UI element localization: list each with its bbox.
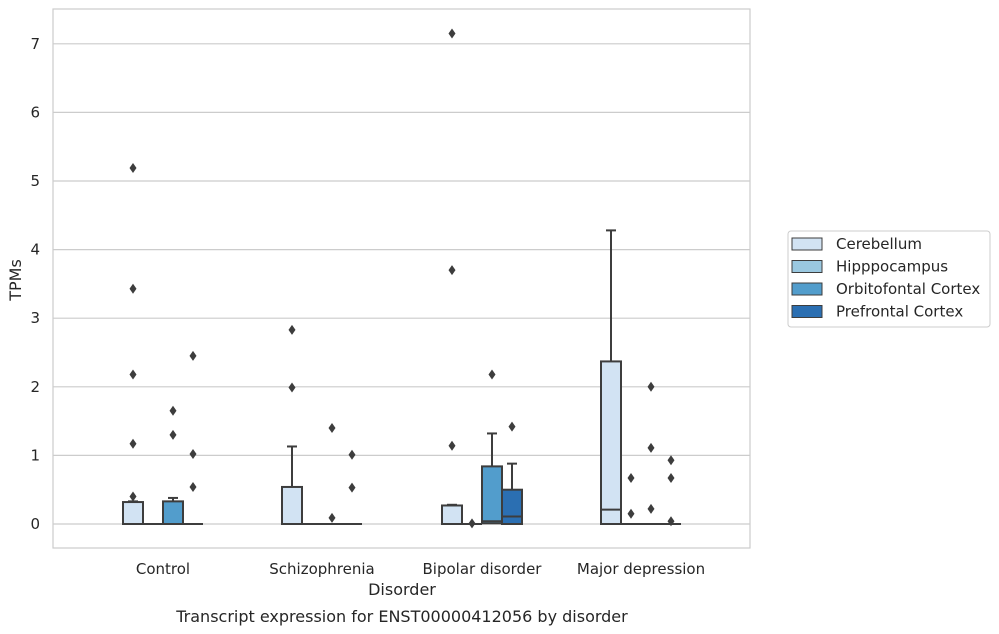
box-body bbox=[122, 501, 144, 526]
outlier-point bbox=[448, 28, 456, 39]
x-axis-label: Disorder bbox=[368, 580, 436, 599]
box-bipolar-disorder-orbitofontal-cortex bbox=[481, 369, 503, 525]
outlier-point bbox=[328, 512, 336, 523]
x-tick-labels: Control Schizophrenia Bipolar disorder Majo… bbox=[136, 560, 705, 578]
x-tick-label: Major depression bbox=[577, 560, 705, 578]
legend-label: Orbitofontal Cortex bbox=[836, 280, 980, 298]
outlier-point bbox=[328, 422, 336, 433]
y-tick-label: 6 bbox=[30, 103, 40, 121]
y-tick-label: 1 bbox=[30, 446, 40, 464]
outlier-point bbox=[189, 449, 197, 460]
y-tick-label: 7 bbox=[30, 35, 40, 53]
y-tick-label: 4 bbox=[30, 241, 40, 259]
boxplots bbox=[122, 28, 681, 529]
y-tick-label: 5 bbox=[30, 172, 40, 190]
box-major-depression-orbitofontal-cortex bbox=[641, 381, 661, 525]
box-major-depression-cerebellum bbox=[600, 229, 622, 525]
outlier-point bbox=[129, 162, 137, 173]
outlier-point bbox=[169, 429, 177, 440]
y-tick-labels: 0 1 2 3 4 5 6 7 bbox=[30, 35, 40, 533]
outlier-point bbox=[129, 369, 137, 380]
y-tick-label: 2 bbox=[30, 378, 40, 396]
legend-label: Hipppocampus bbox=[836, 258, 948, 276]
figure-caption: Transcript expression for ENST0000041205… bbox=[175, 607, 628, 626]
box-body bbox=[162, 500, 184, 525]
legend-label: Cerebellum bbox=[836, 235, 922, 253]
box-bipolar-disorder-prefrontal-cortex bbox=[501, 421, 523, 526]
y-tick-label: 3 bbox=[30, 309, 40, 327]
x-tick-label: Control bbox=[136, 560, 190, 578]
legend-swatch bbox=[791, 305, 823, 318]
outlier-point bbox=[667, 455, 675, 466]
x-tick-label: Bipolar disorder bbox=[423, 560, 543, 578]
box-control-cerebellum bbox=[122, 162, 144, 526]
box-bipolar-disorder-hipppocampus bbox=[462, 518, 482, 529]
outlier-point bbox=[129, 438, 137, 449]
legend-swatch bbox=[791, 260, 823, 273]
outlier-point bbox=[627, 508, 635, 519]
box-body bbox=[441, 504, 463, 525]
outlier-point bbox=[129, 283, 137, 294]
box-schizophrenia-prefrontal-cortex bbox=[342, 449, 362, 525]
outlier-point bbox=[348, 482, 356, 493]
outlier-point bbox=[508, 421, 516, 432]
outlier-point bbox=[169, 405, 177, 416]
legend-label: Prefrontal Cortex bbox=[836, 303, 963, 321]
outlier-point bbox=[627, 473, 635, 484]
box-bipolar-disorder-cerebellum bbox=[441, 28, 463, 525]
box-major-depression-prefrontal-cortex bbox=[661, 455, 681, 527]
box-control-orbitofontal-cortex bbox=[162, 405, 184, 525]
outlier-point bbox=[288, 382, 296, 393]
box-schizophrenia-cerebellum bbox=[281, 324, 303, 525]
gridlines bbox=[53, 43, 750, 525]
plot-area bbox=[52, 8, 751, 549]
box-schizophrenia-orbitofontal-cortex bbox=[322, 422, 342, 525]
outlier-point bbox=[348, 449, 356, 460]
outlier-point bbox=[448, 265, 456, 276]
legend: Cerebellum Hipppocampus Orbitofontal Corte… bbox=[787, 230, 991, 328]
outlier-point bbox=[189, 481, 197, 492]
box-body bbox=[281, 485, 303, 525]
y-axis-label: TPMs bbox=[6, 259, 25, 302]
legend-swatch bbox=[791, 237, 823, 251]
outlier-point bbox=[667, 473, 675, 484]
box-body bbox=[600, 360, 622, 525]
box-body bbox=[501, 488, 523, 526]
outlier-point bbox=[647, 381, 655, 392]
outlier-point bbox=[468, 518, 476, 529]
box-body bbox=[481, 465, 503, 525]
y-tick-label: 0 bbox=[30, 515, 40, 533]
outlier-point bbox=[488, 369, 496, 380]
outlier-point bbox=[647, 442, 655, 453]
outlier-point bbox=[647, 503, 655, 514]
legend-frame bbox=[787, 230, 991, 328]
box-major-depression-hipppocampus bbox=[621, 473, 641, 525]
outlier-point bbox=[288, 324, 296, 335]
outlier-point bbox=[189, 350, 197, 361]
box-control-prefrontal-cortex bbox=[183, 350, 203, 525]
outlier-point bbox=[448, 440, 456, 451]
legend-swatch bbox=[791, 282, 823, 296]
outlier-point bbox=[667, 516, 675, 527]
x-tick-label: Schizophrenia bbox=[269, 560, 374, 578]
outlier-point bbox=[129, 491, 137, 502]
